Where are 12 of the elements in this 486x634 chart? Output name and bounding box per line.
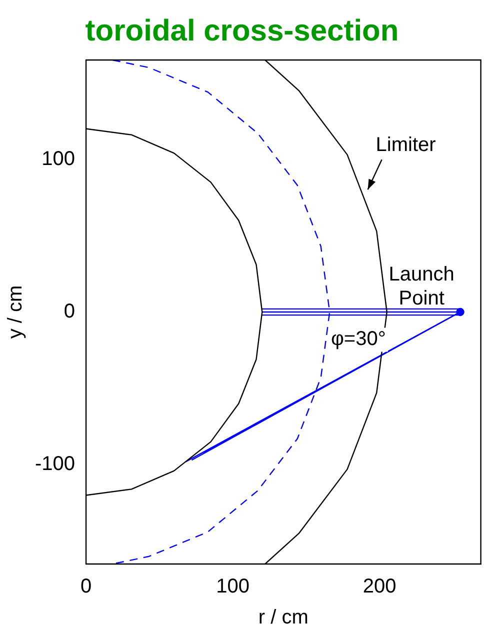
- x-tick-label: 200: [362, 576, 396, 598]
- x-tick-label: 0: [80, 576, 92, 598]
- y-axis-title: y / cm: [4, 285, 27, 339]
- y-tick-label: 100: [42, 148, 76, 170]
- annotation: Limiter: [376, 134, 436, 156]
- chart-title: toroidal cross-section: [85, 14, 399, 48]
- x-tick-label: 100: [216, 576, 250, 598]
- annotation: Launch Point: [388, 263, 454, 310]
- y-tick-label: 0: [64, 300, 76, 323]
- y-tick-label: -100: [35, 453, 76, 476]
- annotation: φ=30°: [330, 328, 386, 350]
- x-axis-title: r / cm: [258, 606, 308, 629]
